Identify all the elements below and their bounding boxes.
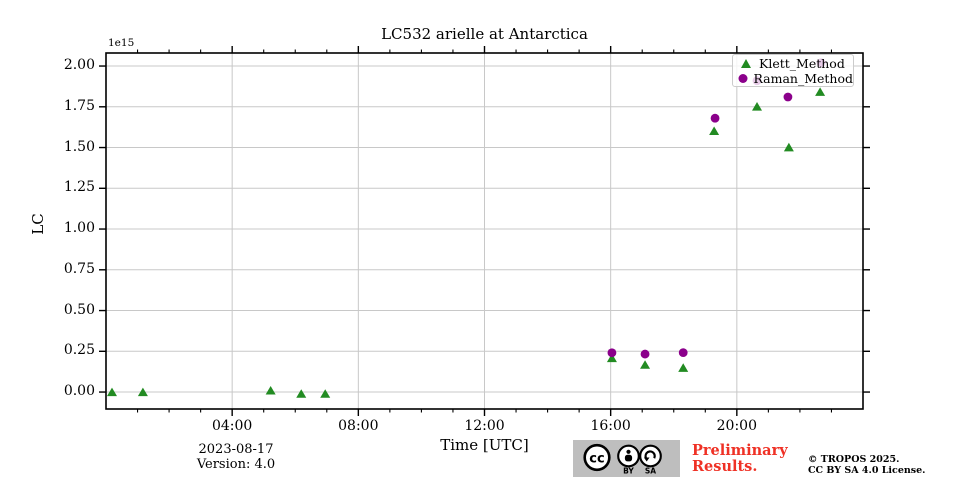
sa-label: SA xyxy=(645,467,656,476)
klett-triangle-marker-icon xyxy=(733,58,759,69)
klett_method-data-point xyxy=(296,389,307,398)
x-tick-label: 12:00 xyxy=(464,418,505,434)
raman_method-data-point xyxy=(783,92,793,102)
measurement-date: 2023-08-17 xyxy=(198,442,274,457)
by-label: BY xyxy=(623,467,634,476)
raman_method-data-point xyxy=(710,113,720,123)
preliminary-results-note: Preliminary Results. xyxy=(692,442,788,475)
raman_method-data-point xyxy=(678,348,688,358)
date-version-block: 2023-08-17 Version: 4.0 xyxy=(165,442,307,472)
y-tick-label: 1.50 xyxy=(63,138,95,155)
legend: Klett_Method Raman_Method xyxy=(732,54,854,87)
sa-arrow-icon xyxy=(639,444,662,468)
cc-circle-icon xyxy=(583,443,611,472)
copyright-license-note: © TROPOS 2025. CC BY SA 4.0 License. xyxy=(808,454,926,476)
klett_method-data-point xyxy=(709,126,720,136)
raman-circle-marker-icon xyxy=(733,73,753,84)
y-tick-label: 0.00 xyxy=(63,383,95,400)
klett_method-data-point xyxy=(106,387,117,397)
y-tick-label: 0.75 xyxy=(63,260,95,277)
klett_method-data-point xyxy=(815,87,826,96)
legend-label-klett: Klett_Method xyxy=(759,56,845,71)
y-tick-label: 1.00 xyxy=(63,220,95,237)
y-tick-label: 2.00 xyxy=(63,57,95,74)
version-text: Version: 4.0 xyxy=(196,457,276,472)
legend-entry-klett: Klett_Method xyxy=(733,56,853,71)
klett_method-data-point xyxy=(640,360,651,369)
klett_method-data-point xyxy=(137,387,148,397)
y-axis-offset-text: 1e15 xyxy=(108,37,135,49)
y-tick-label: 0.25 xyxy=(63,342,95,359)
klett_method-data-point xyxy=(265,385,276,395)
chart-title: LC532 arielle at Antarctica xyxy=(381,25,588,43)
x-tick-label: 04:00 xyxy=(211,418,253,434)
legend-label-raman: Raman_Method xyxy=(753,71,853,86)
x-tick-label: 20:00 xyxy=(716,418,757,434)
raman_method-data-point xyxy=(640,349,650,359)
x-tick-label: 08:00 xyxy=(338,418,379,434)
cc-letters: cc xyxy=(589,452,604,467)
y-tick-label: 1.75 xyxy=(63,97,95,114)
x-axis-label: Time [UTC] xyxy=(440,436,529,454)
y-tick-label: 1.25 xyxy=(63,179,95,196)
x-tick-label: 16:00 xyxy=(590,418,631,434)
klett_method-data-point xyxy=(678,363,689,372)
klett_method-data-point xyxy=(320,389,331,398)
cc-by-sa-badge: cc BY SA xyxy=(573,440,680,477)
legend-entry-raman: Raman_Method xyxy=(733,71,853,86)
raman_method-data-point xyxy=(607,348,617,358)
y-tick-label: 0.50 xyxy=(63,301,95,318)
klett_method-data-point xyxy=(606,353,617,363)
klett_method-data-point xyxy=(752,101,763,111)
klett_method-data-point xyxy=(783,142,794,152)
